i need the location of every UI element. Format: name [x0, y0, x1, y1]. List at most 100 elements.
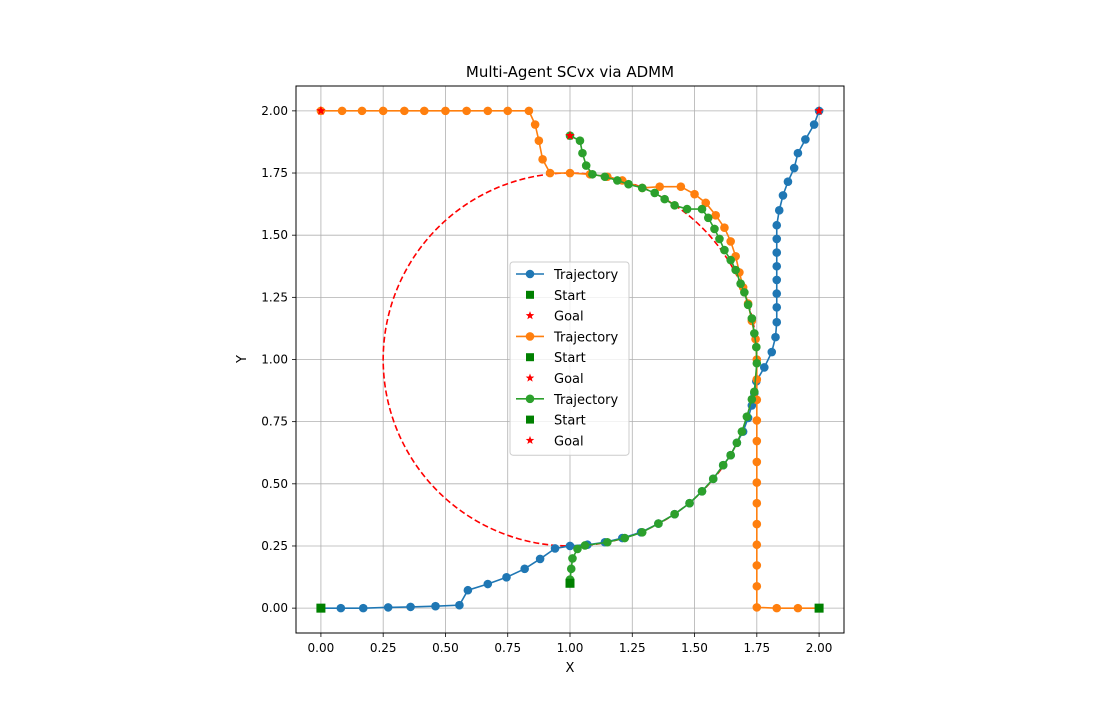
trajectory-point [483, 579, 493, 589]
trajectory-point [503, 106, 513, 116]
x-tick-label: 0.25 [370, 641, 397, 655]
x-tick-label: 1.50 [681, 641, 708, 655]
x-tick-label: 0.50 [432, 641, 459, 655]
legend-label: Trajectory [553, 393, 618, 408]
trajectory-point [703, 213, 713, 223]
legend-marker-swatch [525, 332, 535, 341]
trajectory-point [581, 161, 591, 170]
y-tick-label: 1.75 [261, 166, 288, 180]
trajectory-point [711, 210, 721, 220]
trajectory-point [752, 519, 762, 529]
trajectory-point [637, 528, 647, 537]
legend-goal-swatch [525, 435, 535, 445]
start-marker [316, 603, 326, 613]
trajectory-point [568, 554, 577, 563]
legend-label: Goal [554, 310, 584, 325]
trajectory-point [720, 245, 729, 255]
x-tick-label: 2.00 [806, 641, 833, 655]
trajectory-point [670, 201, 679, 210]
trajectory-point [732, 438, 742, 448]
trajectory-point [740, 288, 749, 297]
trajectory-point [767, 347, 777, 357]
legend: Trajectory Start Goal Trajectory Start Goal Tr… [509, 261, 630, 456]
trajectory-point [772, 234, 782, 244]
start-marker [814, 603, 824, 613]
legend-entry: Goal [525, 434, 584, 449]
trajectory-point [337, 106, 347, 116]
trajectory-point [654, 519, 663, 528]
x-tick-label: 1.00 [557, 641, 584, 655]
trajectory-point [578, 148, 587, 158]
trajectory-point [752, 436, 762, 446]
trajectory-point [419, 106, 429, 116]
trajectory-point [701, 198, 711, 208]
trajectory-point [383, 603, 393, 612]
legend-goal-swatch [525, 373, 535, 382]
axis-ticks: 0.00 0.25 0.50 0.75 1.00 1.25 1.50 1.75 2.00 0.00… [261, 104, 832, 655]
trajectory-point [793, 148, 803, 158]
trajectory-point [431, 601, 440, 611]
y-tick-label: 1.25 [261, 290, 288, 304]
trajectory-point [650, 188, 659, 198]
trajectory-point [752, 581, 762, 591]
trajectory-point [743, 300, 753, 310]
x-axis-label: X [566, 661, 575, 676]
trajectory-point [737, 427, 747, 436]
trajectory-point [502, 573, 511, 582]
trajectory-point [726, 255, 735, 265]
legend-start-swatch [526, 415, 534, 424]
trajectory-point [752, 457, 762, 467]
legend-label: Goal [554, 434, 584, 449]
markers-2 [316, 105, 824, 613]
trajectory-point [772, 603, 782, 613]
trajectory-point [752, 358, 762, 368]
trajectory-point [710, 224, 719, 234]
trajectory-point [747, 314, 757, 323]
legend-label: Start [554, 351, 586, 366]
trajectory-point [772, 302, 782, 312]
trajectory-point [573, 544, 582, 554]
legend-entry: Start [526, 289, 586, 304]
trajectory-point [406, 602, 415, 612]
trajectory-point [726, 237, 735, 246]
legend-start-swatch [526, 353, 534, 362]
legend-label: Goal [554, 372, 584, 387]
trajectory-point [483, 106, 493, 116]
trajectory-point [441, 106, 450, 116]
trajectory-point [772, 261, 782, 271]
legend-entry: Goal [525, 310, 584, 325]
trajectory-point [793, 603, 803, 613]
y-tick-label: 1.50 [261, 228, 288, 242]
trajectory-point [726, 450, 735, 460]
trajectory-point [772, 317, 782, 327]
trajectory-point [682, 204, 692, 214]
trajectory-point [752, 478, 762, 487]
trajectory-point [588, 169, 597, 179]
trajectory-point [708, 474, 718, 484]
trajectory-point [524, 106, 534, 116]
y-tick-label: 0.00 [261, 601, 288, 615]
trajectory-point [752, 540, 762, 550]
trajectory-point [778, 191, 788, 200]
legend-start-swatch [526, 290, 534, 299]
trajectory-point [565, 168, 575, 178]
legend-label: Trajectory [553, 330, 618, 345]
trajectory-point [697, 486, 707, 496]
goal-marker [316, 105, 326, 115]
trajectory-point [530, 120, 540, 129]
legend-marker-swatch [525, 269, 535, 279]
trajectory-point [378, 106, 388, 116]
legend-box [509, 261, 630, 456]
trajectory-point [565, 541, 575, 551]
x-tick-label: 0.75 [494, 641, 521, 655]
trajectory-point [774, 206, 784, 215]
trajectory-point [697, 204, 707, 214]
trajectory-point [455, 600, 464, 610]
trajectory-point [752, 498, 762, 508]
legend-entry: Goal [525, 372, 584, 387]
trajectory-point [690, 189, 699, 199]
trajectory-point [789, 163, 799, 173]
trajectory-point [772, 220, 782, 230]
trajectory-point [538, 155, 547, 164]
trajectory-point [535, 554, 545, 564]
